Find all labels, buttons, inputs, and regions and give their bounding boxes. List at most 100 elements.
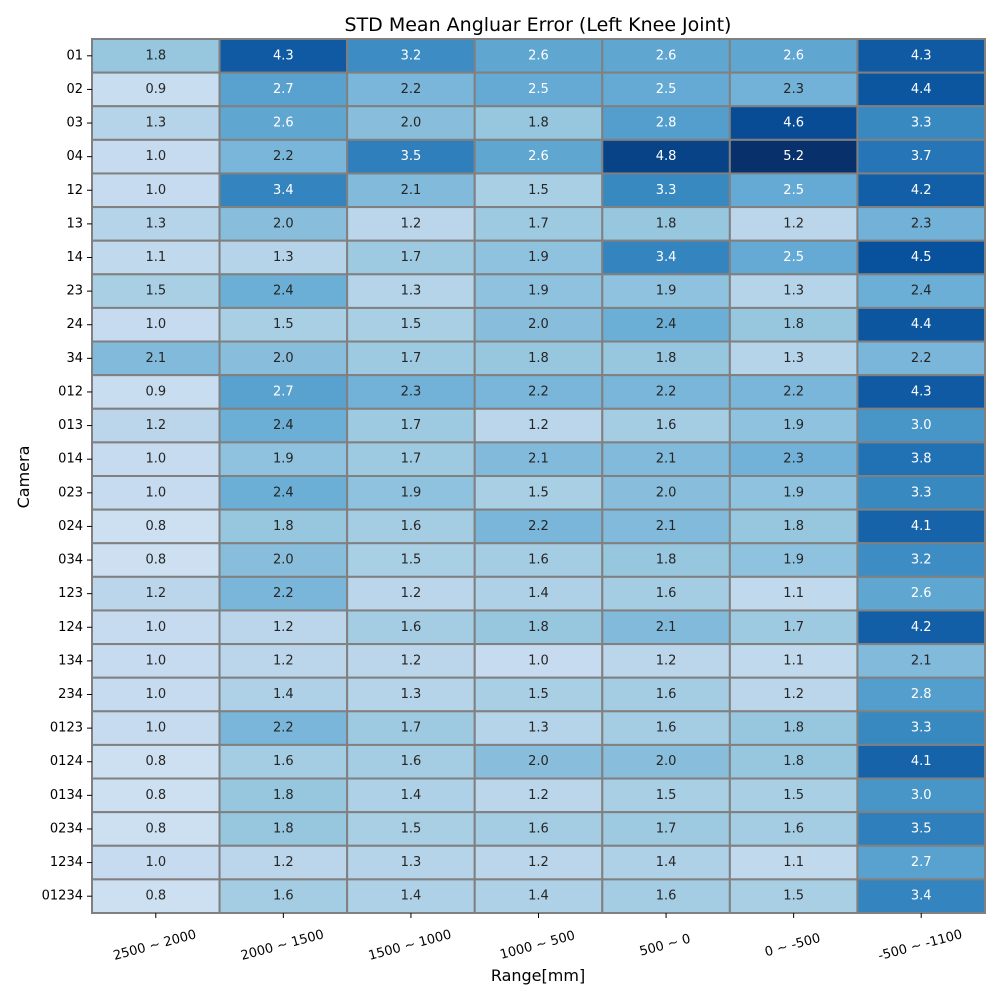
cell-value-label: 2.5 — [656, 82, 677, 97]
heatmap-cell — [346, 306, 476, 343]
cell-value-label: 1.9 — [528, 250, 549, 265]
cell-value-label: 1.2 — [401, 586, 422, 601]
heatmap-cell — [728, 777, 859, 814]
y-tick-label: 01234 — [42, 889, 83, 904]
cell-value-label: 1.8 — [528, 351, 549, 366]
cell-value-label: 1.9 — [528, 284, 549, 299]
heatmap-cell-labels: 1.8 4.3 3.2 2.6 2.6 2.6 4.3 0.9 2.7 2.2 2.5 2.5 2.3 4… — [145, 48, 931, 903]
heatmap-cell — [856, 609, 987, 646]
cell-value-label: 1.0 — [145, 183, 166, 198]
cell-value-label: 1.6 — [528, 553, 549, 568]
cell-value-label: 1.9 — [401, 485, 422, 500]
cell-value-label: 1.7 — [401, 250, 422, 265]
cell-value-label: 1.0 — [528, 653, 549, 668]
cell-value-label: 1.2 — [273, 620, 294, 635]
cell-value-label: 1.2 — [273, 855, 294, 870]
heatmap-cell — [473, 508, 604, 545]
cell-value-label: 4.2 — [911, 183, 932, 198]
cell-value-label: 3.4 — [656, 250, 677, 265]
y-tick-label: 034 — [58, 553, 83, 568]
x-tick-label: 1000 ~ 500 — [498, 928, 576, 962]
cell-value-label: 4.4 — [911, 82, 932, 97]
cell-value-label: 1.1 — [145, 250, 166, 265]
cell-value-label: 1.3 — [145, 216, 166, 231]
heatmap-cell — [601, 105, 731, 141]
cell-value-label: 2.5 — [783, 183, 804, 198]
y-tick-label: 03 — [66, 116, 83, 131]
y-tick-label: 14 — [66, 250, 83, 265]
cell-value-label: 2.6 — [528, 48, 549, 63]
cell-value-label: 1.0 — [145, 620, 166, 635]
cell-value-label: 1.5 — [145, 284, 166, 299]
heatmap-cell — [91, 811, 221, 847]
heatmap-cell — [91, 508, 221, 545]
heatmap-cell — [856, 374, 987, 410]
cell-value-label: 0.9 — [145, 82, 166, 97]
cell-value-label: 1.5 — [528, 687, 549, 702]
y-tick-label: 04 — [66, 149, 83, 164]
cell-value-label: 2.7 — [273, 82, 294, 97]
y-tick-label: 123 — [58, 586, 83, 601]
heatmap-cell — [473, 407, 604, 444]
heatmap-cell — [218, 743, 349, 780]
cell-value-label: 1.8 — [656, 216, 677, 231]
heatmap-cell — [346, 643, 476, 679]
heatmap-cell — [601, 542, 731, 578]
cell-value-label: 1.7 — [401, 418, 422, 433]
heatmap-cell — [218, 105, 349, 141]
cell-value-label: 1.6 — [273, 754, 294, 769]
cell-value-label: 2.5 — [783, 250, 804, 265]
cell-value-label: 1.1 — [783, 855, 804, 870]
cell-value-label: 1.2 — [656, 653, 677, 668]
heatmap-cell — [346, 239, 476, 276]
cell-value-label: 2.4 — [911, 284, 932, 299]
cell-value-label: 0.8 — [145, 553, 166, 568]
cell-value-label: 4.1 — [911, 754, 932, 769]
x-tick-label: 500 ~ 0 — [638, 932, 692, 960]
heatmap-cell — [346, 340, 476, 377]
heatmap-cell — [91, 407, 221, 444]
cell-value-label: 2.0 — [273, 553, 294, 568]
cell-value-label: 2.1 — [528, 452, 549, 467]
cell-value-label: 3.3 — [911, 116, 932, 131]
cell-value-label: 0.8 — [145, 821, 166, 836]
cell-value-label: 2.1 — [656, 519, 677, 534]
cell-value-label: 1.9 — [783, 418, 804, 433]
cell-value-label: 3.2 — [401, 48, 422, 63]
x-tick-label: 1500 ~ 1000 — [367, 927, 453, 964]
cell-value-label: 1.0 — [145, 452, 166, 467]
cell-value-label: 3.0 — [911, 788, 932, 803]
y-tick-label: 134 — [58, 653, 83, 668]
heatmap-cell — [601, 340, 731, 377]
cell-value-label: 1.3 — [528, 721, 549, 736]
cell-value-label: 1.1 — [783, 653, 804, 668]
cell-value-label: 1.6 — [656, 586, 677, 601]
heatmap-cell — [856, 340, 987, 377]
cell-value-label: 1.2 — [528, 418, 549, 433]
cell-value-label: 2.2 — [273, 721, 294, 736]
cell-value-label: 3.3 — [911, 721, 932, 736]
cell-value-label: 2.6 — [528, 149, 549, 164]
cell-value-label: 4.2 — [911, 620, 932, 635]
y-tick-label: 234 — [58, 687, 83, 702]
cell-value-label: 1.2 — [528, 855, 549, 870]
heatmap-cell — [218, 407, 349, 444]
y-tick-label: 02 — [66, 82, 83, 97]
cell-value-label: 1.8 — [656, 553, 677, 568]
y-tick-label: 23 — [66, 284, 83, 299]
cell-value-label: 1.2 — [528, 788, 549, 803]
cell-value-label: 2.4 — [273, 418, 294, 433]
heatmap-cell — [728, 340, 859, 377]
cell-value-label: 5.2 — [783, 149, 804, 164]
y-tick-label: 1234 — [50, 855, 83, 870]
cell-value-label: 2.0 — [656, 485, 677, 500]
heatmap-cell — [601, 71, 731, 108]
cell-value-label: 2.5 — [528, 82, 549, 97]
cell-value-label: 1.9 — [656, 284, 677, 299]
cell-value-label: 0.9 — [145, 384, 166, 399]
cell-value-label: 0.8 — [145, 519, 166, 534]
cell-value-label: 1.4 — [656, 855, 677, 870]
heatmap-cell — [856, 575, 987, 612]
cell-value-label: 4.4 — [911, 317, 932, 332]
cell-value-label: 0.8 — [145, 754, 166, 769]
